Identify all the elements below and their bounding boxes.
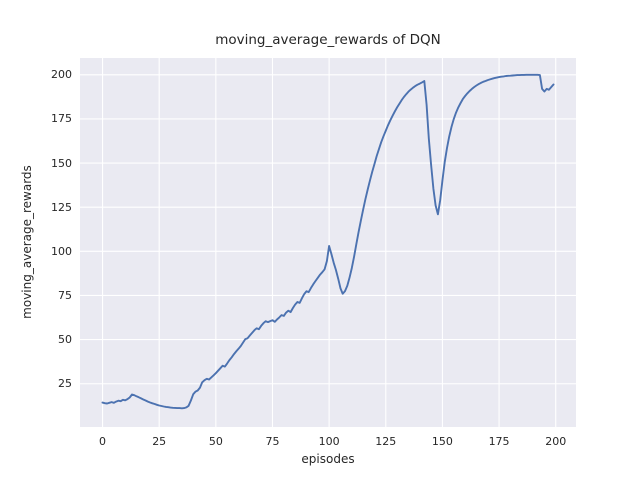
plot-background [80, 58, 576, 427]
y-tick-label: 150 [51, 156, 72, 170]
y-tick-label: 75 [58, 288, 72, 302]
x-tick-label: 25 [152, 435, 167, 448]
y-tick-label: 100 [51, 244, 72, 258]
x-tick-label: 100 [318, 435, 340, 448]
x-tick-label: 75 [265, 435, 280, 448]
x-tick-label: 0 [99, 435, 107, 448]
y-tick-label: 200 [51, 68, 72, 82]
y-tick-label: 50 [58, 333, 72, 347]
chart-title: moving_average_rewards of DQN [215, 32, 441, 48]
x-tick-label: 50 [208, 435, 223, 448]
x-tick-label: 200 [545, 435, 567, 448]
y-tick-label: 125 [51, 200, 72, 214]
x-axis-label: episodes [301, 452, 355, 466]
y-tick-label: 175 [51, 112, 72, 126]
x-tick-label: 150 [431, 435, 453, 448]
x-tick-label: 175 [488, 435, 510, 448]
x-tick-label: 125 [375, 435, 397, 448]
y-tick-label: 25 [58, 377, 72, 391]
reward-line [101, 73, 555, 410]
